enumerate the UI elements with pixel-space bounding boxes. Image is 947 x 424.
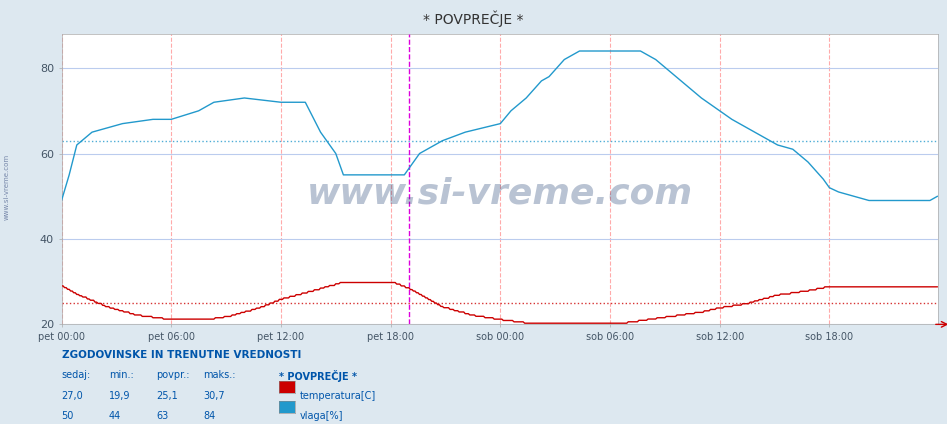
Text: povpr.:: povpr.: bbox=[156, 370, 189, 380]
Text: 27,0: 27,0 bbox=[62, 391, 83, 401]
Text: ZGODOVINSKE IN TRENUTNE VREDNOSTI: ZGODOVINSKE IN TRENUTNE VREDNOSTI bbox=[62, 350, 301, 360]
Text: www.si-vreme.com: www.si-vreme.com bbox=[4, 153, 9, 220]
Text: sedaj:: sedaj: bbox=[62, 370, 91, 380]
Text: vlaga[%]: vlaga[%] bbox=[300, 411, 344, 421]
Text: 84: 84 bbox=[204, 411, 216, 421]
Text: 25,1: 25,1 bbox=[156, 391, 178, 401]
Text: 44: 44 bbox=[109, 411, 121, 421]
Text: * POVPREČJE *: * POVPREČJE * bbox=[423, 11, 524, 27]
Text: 30,7: 30,7 bbox=[204, 391, 225, 401]
Text: 50: 50 bbox=[62, 411, 74, 421]
Text: temperatura[C]: temperatura[C] bbox=[300, 391, 377, 401]
Text: maks.:: maks.: bbox=[204, 370, 236, 380]
Text: 19,9: 19,9 bbox=[109, 391, 131, 401]
Text: * POVPREČJE *: * POVPREČJE * bbox=[279, 370, 357, 382]
Text: www.si-vreme.com: www.si-vreme.com bbox=[307, 177, 692, 211]
Text: min.:: min.: bbox=[109, 370, 134, 380]
Text: 63: 63 bbox=[156, 411, 169, 421]
